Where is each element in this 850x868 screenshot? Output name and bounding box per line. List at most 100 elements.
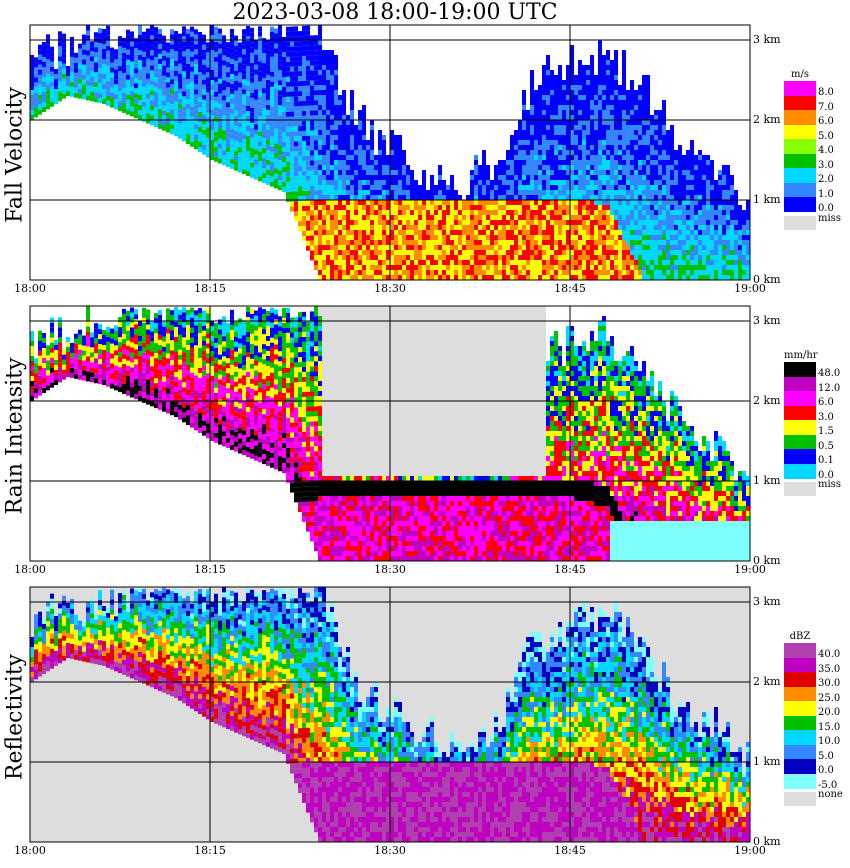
colorbar-entry: 0.0 <box>784 197 846 214</box>
colorbar-entry: 0.0 <box>784 759 846 776</box>
colorbar-label: 20.0 <box>818 707 841 718</box>
colorbar-swatch <box>784 391 816 406</box>
height-tick-label: 2 km <box>753 394 781 407</box>
x-tick-label: 18:00 <box>14 563 46 576</box>
colorbar-entry: 6.0 <box>784 391 846 408</box>
chart-title: 2023-03-08 18:00-19:00 UTC <box>232 0 558 25</box>
colorbar-unit: dBZ <box>789 631 811 642</box>
colorbar-label: 0.1 <box>818 455 834 466</box>
colorbar-entry: 0.1 <box>784 449 846 466</box>
colorbar-swatch <box>784 95 816 111</box>
colorbar-label: 5.0 <box>818 750 834 762</box>
colorbar-swatch <box>784 139 816 154</box>
colorbar-swatch <box>784 744 816 760</box>
colorbar-swatch <box>784 701 816 716</box>
colorbar-swatch <box>784 182 816 198</box>
colorbar-swatch <box>784 434 816 450</box>
colorbar-entry: 15.0 <box>784 715 846 733</box>
colorbar-unit: m/s <box>791 69 809 80</box>
colorbar-label: 2.0 <box>818 174 834 185</box>
colorbar-swatch <box>784 773 816 789</box>
colorbar-label: 7.0 <box>818 101 834 113</box>
colorbar-entry: 4.0 <box>784 139 846 156</box>
colorbar-label: 48.0 <box>818 368 841 379</box>
colorbar-entry: 1.5 <box>784 420 846 437</box>
colorbar-missing-label: miss <box>818 479 841 490</box>
colorbar-label: 40.0 <box>818 649 841 660</box>
colorbar-entry: 6.0 <box>784 110 846 127</box>
colorbar-swatch <box>784 420 816 435</box>
colorbar-entry: 8.0 <box>784 81 846 98</box>
colorbar-label: -5.0 <box>818 779 838 791</box>
colorbar-label: 0.5 <box>818 440 834 452</box>
colorbar-entry: 35.0 <box>784 657 846 675</box>
colorbar-entry: 5.0 <box>784 744 846 762</box>
x-tick-label: 19:00 <box>734 844 766 857</box>
x-tick-label: 18:15 <box>194 282 226 295</box>
colorbar-swatch <box>784 672 816 687</box>
colorbar-label: 35.0 <box>818 663 841 675</box>
colorbar: m/s 8.0 7.0 6.0 5.0 4.0 3.0 2.0 1.0 0.0 miss <box>784 69 846 232</box>
height-tick-label: 2 km <box>753 113 781 126</box>
heatmap-cells <box>30 306 750 561</box>
colorbar-swatch <box>784 449 816 464</box>
colorbar-entry: 1.0 <box>784 182 846 200</box>
colorbar-label: 0.0 <box>818 765 834 776</box>
colorbar-label: 10.0 <box>818 736 841 747</box>
colorbar-missing-label: none <box>818 789 843 800</box>
colorbar-label: 12.0 <box>818 382 841 394</box>
colorbar-swatch <box>784 759 816 774</box>
x-tick-label: 18:45 <box>554 282 586 295</box>
colorbar-label: 3.0 <box>818 159 834 171</box>
x-tick-label: 18:30 <box>374 282 406 295</box>
colorbar-label: 4.0 <box>818 145 834 156</box>
colorbar-swatch <box>784 81 816 96</box>
colorbar-swatch <box>784 715 816 731</box>
colorbar-label: 1.0 <box>818 188 834 200</box>
colorbar-entry: 5.0 <box>784 124 846 142</box>
colorbar-missing-swatch <box>784 792 816 806</box>
panel-fall-velocity: Fall Velocity 18:00 18:15 18:30 18:45 19:00 0 … <box>0 0 850 295</box>
colorbar-swatch <box>784 168 816 183</box>
colorbar-entry: 3.0 <box>784 153 846 171</box>
colorbar-swatch <box>784 110 816 125</box>
colorbar-missing-swatch <box>784 215 816 230</box>
height-tick-label: 2 km <box>753 675 781 688</box>
colorbar-unit: mm/hr <box>784 350 818 361</box>
colorbar-swatch <box>784 405 816 421</box>
height-tick-label: 0 km <box>753 554 781 567</box>
height-tick-label: 3 km <box>753 595 781 608</box>
colorbar-label: 5.0 <box>818 130 834 142</box>
height-tick-label: 1 km <box>753 474 781 487</box>
colorbar-missing-entry: miss <box>784 479 846 498</box>
colorbar-entry: 0.0 <box>784 463 846 481</box>
x-tick-label: 18:30 <box>374 563 406 576</box>
x-tick-label: 18:15 <box>194 563 226 576</box>
x-tick-label: 18:15 <box>194 844 226 857</box>
colorbar-label: 25.0 <box>818 692 841 704</box>
colorbar-entry: 40.0 <box>784 643 846 660</box>
colorbar-label: 6.0 <box>818 116 834 127</box>
colorbar-swatch <box>784 124 816 140</box>
colorbar-label: 1.5 <box>818 426 834 437</box>
colorbar-swatch <box>784 463 816 479</box>
missing-region <box>318 306 546 489</box>
height-tick-label: 1 km <box>753 193 781 206</box>
colorbar-swatch <box>784 197 816 212</box>
height-tick-label: 0 km <box>753 273 781 286</box>
colorbar-entry: 10.0 <box>784 730 846 747</box>
colorbar-swatch <box>784 657 816 673</box>
height-tick-label: 3 km <box>753 33 781 46</box>
colorbar-label: 0.0 <box>818 469 834 481</box>
colorbar: mm/hr 48.0 12.0 6.0 3.0 1.5 0.5 0.1 0.0 miss <box>784 350 846 498</box>
height-tick-label: 0 km <box>753 835 781 848</box>
colorbar-entry: 0.5 <box>784 434 846 452</box>
colorbar-swatch <box>784 643 816 658</box>
x-tick-label: 19:00 <box>734 282 766 295</box>
x-tick-label: 19:00 <box>734 563 766 576</box>
colorbar-label: 0.0 <box>818 203 834 214</box>
height-tick-label: 1 km <box>753 755 781 768</box>
colorbar-swatch <box>784 362 816 377</box>
